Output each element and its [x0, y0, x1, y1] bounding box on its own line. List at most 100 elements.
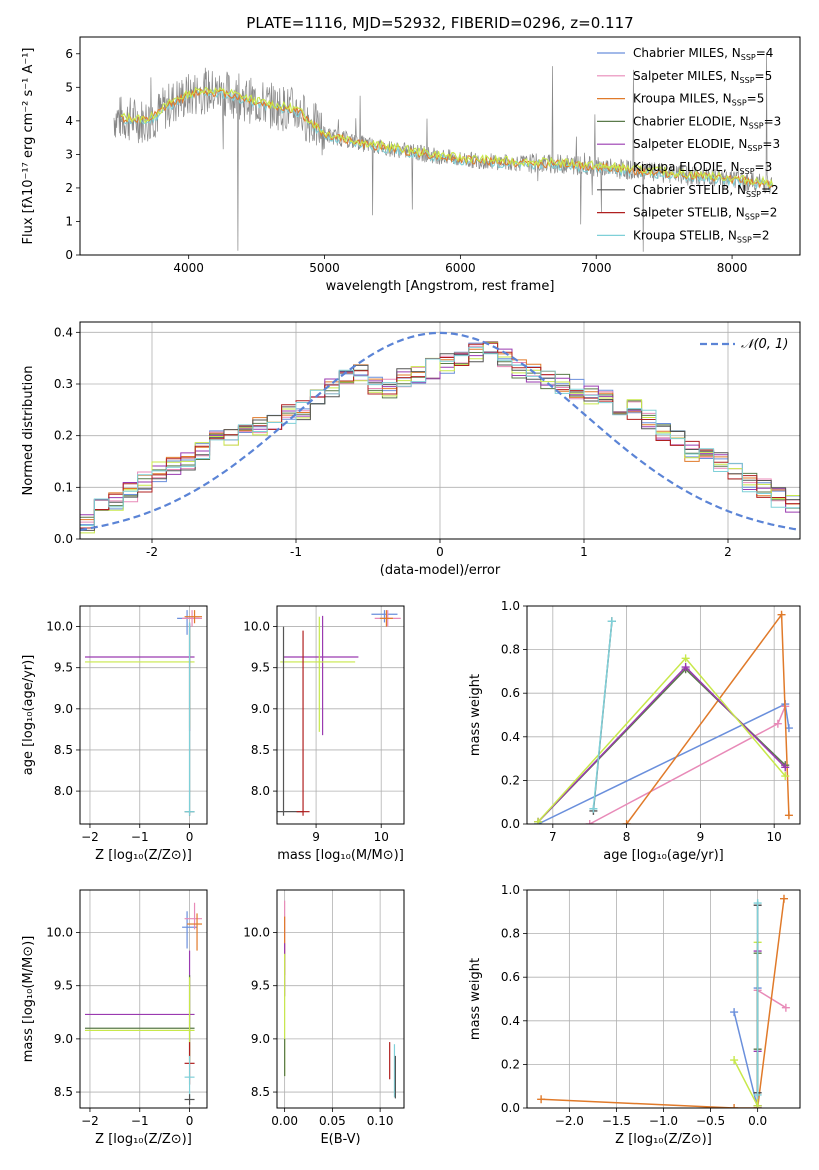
- hist-kroupa_elodie: [80, 342, 800, 534]
- legend-entry: Kroupa MILES, NSSP=5: [633, 92, 764, 108]
- y-tick-label: 3: [65, 147, 73, 161]
- y-tick-label: 9.5: [251, 661, 270, 675]
- series-kroupa_miles: [541, 898, 785, 1108]
- y-tick-label: 9.0: [54, 702, 73, 716]
- x-axis-label: (data-model)/error: [380, 563, 501, 578]
- y-axis-label: mass weight: [468, 674, 483, 756]
- y-tick-label: 0.8: [501, 927, 520, 941]
- y-tick-label: 0.0: [54, 532, 73, 546]
- x-tick-label: 6000: [445, 261, 476, 275]
- point-marker: [537, 1095, 546, 1104]
- y-tick-label: 0.6: [501, 686, 520, 700]
- errorbar-kroupa_miles: [379, 610, 393, 627]
- axes-frame: [79, 36, 801, 256]
- x-tick-label: 4000: [173, 261, 204, 275]
- x-tick-label: 8000: [717, 261, 748, 275]
- y-tick-label: 1.0: [501, 599, 520, 613]
- y-tick-label: 0.2: [501, 773, 520, 787]
- y-axis-label: mass [log₁₀(M/M⊙)]: [21, 936, 36, 1063]
- legend-entry: Salpeter MILES, NSSP=5: [633, 69, 772, 85]
- x-tick-label: -2: [146, 545, 158, 559]
- y-axis-label: mass weight: [468, 958, 483, 1040]
- x-tick-label: −0.5: [696, 1114, 725, 1128]
- series-salpeter_elodie: [537, 665, 786, 823]
- x-tick-label: −2: [81, 1114, 99, 1128]
- errorbar-chabrier_miles: [371, 610, 398, 623]
- x-tick-label: 5000: [309, 261, 340, 275]
- y-tick-label: 9.0: [54, 1032, 73, 1046]
- x-axis-label: Z [log₁₀(Z/Z⊙)]: [95, 848, 192, 863]
- point-marker: [781, 763, 790, 772]
- x-tick-label: 9: [312, 830, 320, 844]
- y-tick-label: 0.6: [501, 970, 520, 984]
- axes-frame: [79, 605, 208, 825]
- errorbar-kroupa_miles: [187, 913, 203, 951]
- errorbar-salpeter_miles: [184, 902, 203, 930]
- point-marker: [607, 617, 616, 626]
- y-tick-label: 5: [65, 80, 73, 94]
- x-tick-label: −2: [81, 830, 99, 844]
- y-tick-label: 0.4: [501, 730, 520, 744]
- axes-frame: [526, 605, 801, 825]
- plot-area-weight_vs_age: [527, 606, 800, 824]
- x-axis-label: Z [log₁₀(Z/Z⊙)]: [95, 1132, 192, 1147]
- y-tick-label: 0.8: [501, 643, 520, 657]
- x-tick-label: -1: [290, 545, 302, 559]
- legend-entry: Chabrier STELIB, NSSP=2: [633, 183, 779, 199]
- y-tick-label: 10.0: [243, 926, 270, 940]
- x-tick-label: 2: [724, 545, 732, 559]
- errorbar-salpeter_stelib: [296, 630, 310, 816]
- point-marker: [585, 820, 594, 824]
- y-axis-label: Flux [fλ10⁻¹⁷ erg cm⁻² s⁻¹ A⁻¹]: [21, 48, 36, 245]
- y-tick-label: 0.2: [54, 429, 73, 443]
- errorbar-kroupa_stelib: [184, 1055, 195, 1099]
- axes-weight_vs_z: −2.0 −1.5 −1.0 −0.5 0.0 0.0 0.2 0.4 0.6 0.8 1.0 Z […: [468, 883, 801, 1147]
- spectrum-legend: Chabrier MILES, NSSP=4 Salpeter MILES, NS…: [597, 46, 781, 244]
- series-chabrier_miles: [537, 702, 790, 824]
- hist-salpeter_elodie: [80, 348, 800, 516]
- axes-frame: [79, 889, 208, 1109]
- legend-entry: Kroupa STELIB, NSSP=2: [633, 228, 770, 244]
- axes-mass_vs_z: −2 −1 0 8.5 9.0 9.5 10.0 Z [log₁₀(Z/Z⊙)] mass [l…: [21, 889, 208, 1147]
- y-tick-label: 0.2: [501, 1057, 520, 1071]
- spectrum-model-kroupa_elodie: [120, 86, 774, 188]
- hist-salpeter_miles: [80, 341, 800, 523]
- point-marker: [753, 1090, 762, 1099]
- plot-area-spectrum: [113, 52, 774, 252]
- legend-entry: Kroupa ELODIE, NSSP=3: [633, 160, 772, 176]
- x-tick-label: 0.0: [748, 1114, 767, 1128]
- point-marker: [781, 772, 790, 781]
- axes-spectrum: 4000 5000 6000 7000 8000 0 1 2 3 4 5 6 wavelength [A…: [21, 36, 801, 294]
- y-tick-label: 8.5: [251, 743, 270, 757]
- x-tick-label: 0.00: [271, 1114, 298, 1128]
- y-tick-label: 0.3: [54, 377, 73, 391]
- y-tick-label: 9.5: [251, 979, 270, 993]
- point-marker: [753, 1101, 762, 1108]
- spectrum-data-line: [113, 52, 773, 252]
- plot-area-age_vs_mass: [277, 606, 404, 824]
- y-tick-label: 10.0: [243, 620, 270, 634]
- axes-residuals: -2 -1 0 1 2 0.0 0.1 0.2 0.3 0.4 (data-model)/error…: [21, 321, 801, 578]
- y-tick-label: 8.5: [54, 743, 73, 757]
- x-tick-label: 0.10: [367, 1114, 394, 1128]
- hist-chabrier_stelib: [80, 352, 800, 531]
- legend-entry: 𝒩(0, 1): [741, 337, 788, 352]
- point-marker: [681, 654, 690, 663]
- point-marker: [622, 820, 631, 824]
- hist-kroupa_miles: [80, 348, 800, 521]
- y-tick-label: 0.0: [501, 1101, 520, 1115]
- y-tick-label: 0.0: [501, 817, 520, 831]
- legend-entry: Salpeter STELIB, NSSP=2: [633, 206, 777, 222]
- x-axis-label: wavelength [Angstrom, rest frame]: [326, 279, 555, 294]
- x-tick-label: 1: [580, 545, 588, 559]
- y-tick-label: 8.5: [251, 1085, 270, 1099]
- y-tick-label: 9.0: [251, 1032, 270, 1046]
- y-tick-label: 1: [65, 214, 73, 228]
- point-marker: [777, 610, 786, 619]
- x-tick-label: −2.0: [555, 1114, 584, 1128]
- axes-frame: [276, 605, 405, 825]
- x-tick-label: −1: [131, 830, 149, 844]
- x-axis-label: Z [log₁₀(Z/Z⊙)]: [615, 1132, 712, 1147]
- x-tick-label: −1.5: [602, 1114, 631, 1128]
